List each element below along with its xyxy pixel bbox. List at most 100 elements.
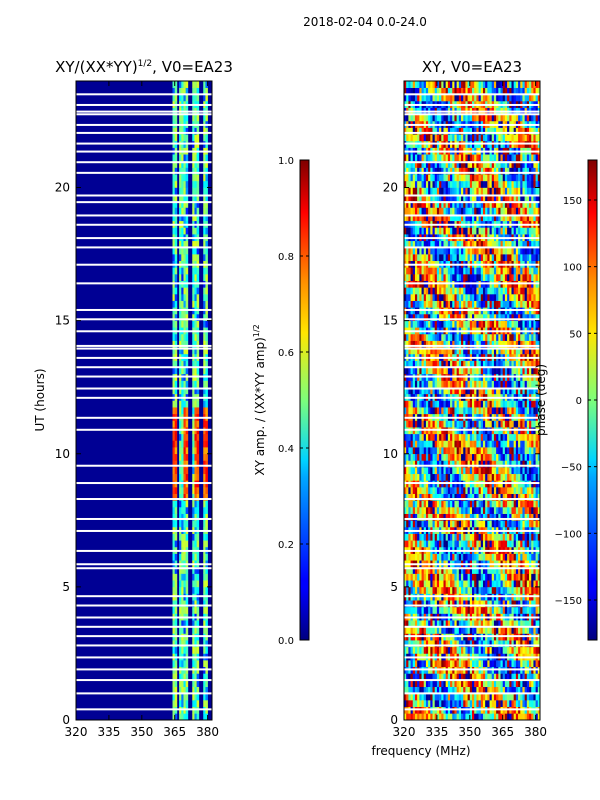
phase-cell: [406, 553, 409, 561]
amplitude-cell: [185, 247, 189, 255]
phase-cell: [458, 700, 462, 707]
phase-cell: [441, 407, 444, 415]
phase-cell: [520, 566, 523, 574]
phase-cell: [487, 686, 490, 694]
amplitude-cell: [179, 673, 182, 681]
phase-cell: [533, 553, 536, 561]
phase-cell: [443, 646, 446, 654]
amplitude-cell: [181, 320, 184, 328]
phase-cell: [489, 586, 493, 594]
phase-cell: [496, 626, 499, 634]
phase-cell: [465, 407, 468, 415]
phase-cell: [454, 367, 457, 375]
phase-cell: [487, 360, 490, 368]
phase-cell: [412, 313, 416, 321]
amplitude-cell: [181, 207, 184, 215]
phase-cell: [461, 680, 464, 688]
phase-cell: [434, 473, 438, 481]
phase-cell: [458, 533, 462, 541]
phase-cell: [487, 320, 490, 328]
phase-cell: [487, 493, 490, 501]
amplitude-cell: [196, 646, 200, 654]
phase-cell: [489, 453, 493, 461]
phase-cell: [414, 407, 418, 415]
phase-cell: [491, 680, 495, 688]
phase-cell: [511, 453, 514, 461]
phase-cell: [472, 380, 475, 388]
phase-cell: [522, 380, 525, 388]
phase-cell: [452, 580, 455, 588]
amplitude-cell: [172, 453, 176, 461]
phase-cell: [493, 387, 497, 395]
phase-cell: [436, 600, 440, 608]
phase-cell: [417, 700, 420, 707]
phase-cell: [469, 487, 473, 494]
phase-cell: [452, 600, 455, 608]
phase-cell: [447, 487, 451, 494]
phase-cell: [425, 693, 429, 701]
phase-cell: [439, 453, 442, 461]
amplitude-cell: [179, 626, 182, 634]
phase-cell: [434, 360, 438, 368]
phase-cell: [434, 460, 438, 468]
amplitude-cell: [172, 174, 176, 182]
phase-cell: [414, 347, 418, 355]
amplitude-cell: [194, 167, 197, 175]
amplitude-cell: [183, 473, 186, 481]
phase-cell: [425, 433, 429, 441]
phase-cell: [489, 533, 493, 541]
phase-cell: [491, 573, 495, 581]
amplitude-cell: [196, 686, 200, 694]
phase-cell: [450, 313, 453, 321]
phase-cell: [507, 533, 510, 541]
phase-cell: [428, 680, 431, 688]
phase-cell: [412, 573, 416, 581]
amplitude-cell: [194, 520, 197, 528]
phase-cell: [529, 460, 532, 468]
phase-cell: [535, 693, 539, 701]
phase-cell: [467, 553, 471, 561]
phase-cell: [425, 440, 429, 448]
phase-cell: [423, 620, 427, 628]
phase-cell: [491, 493, 495, 501]
phase-cell: [489, 580, 493, 588]
amplitude-cell: [185, 660, 189, 668]
amplitude-cell: [203, 606, 206, 614]
amplitude-cell: [179, 294, 182, 301]
phase-cell: [518, 333, 521, 341]
phase-cell: [537, 313, 540, 321]
phase-cell: [445, 573, 449, 581]
phase-cell: [447, 387, 451, 395]
phase-cell: [511, 713, 514, 720]
amplitude-cell: [203, 187, 206, 195]
phase-cell: [454, 640, 457, 648]
phase-cell: [421, 333, 425, 341]
amplitude-cell: [194, 154, 197, 162]
amplitude-cell: [172, 553, 176, 561]
amplitude-cell: [192, 580, 195, 588]
phase-cell: [487, 646, 490, 654]
phase-cell: [423, 460, 427, 468]
phase-cell: [472, 467, 475, 475]
phase-cell: [511, 313, 514, 321]
amplitude-cell: [172, 540, 176, 548]
phase-cell: [507, 347, 510, 355]
phase-cell: [454, 473, 457, 481]
phase-cell: [520, 620, 523, 628]
phase-cell: [412, 493, 416, 501]
phase-cell: [412, 473, 416, 481]
phase-cell: [529, 573, 532, 581]
phase-cell: [491, 620, 495, 628]
amplitude-cell: [181, 94, 184, 102]
amplitude-cell: [183, 700, 186, 707]
phase-cell: [465, 380, 468, 388]
phase-cell: [412, 487, 416, 494]
amplitude-cell: [185, 693, 189, 701]
amplitude-cell: [194, 214, 197, 222]
phase-cell: [452, 520, 455, 528]
phase-cell: [452, 487, 455, 494]
phase-cell: [520, 387, 523, 395]
phase-cell: [520, 487, 523, 494]
phase-cell: [412, 640, 416, 648]
phase-cell: [421, 460, 425, 468]
